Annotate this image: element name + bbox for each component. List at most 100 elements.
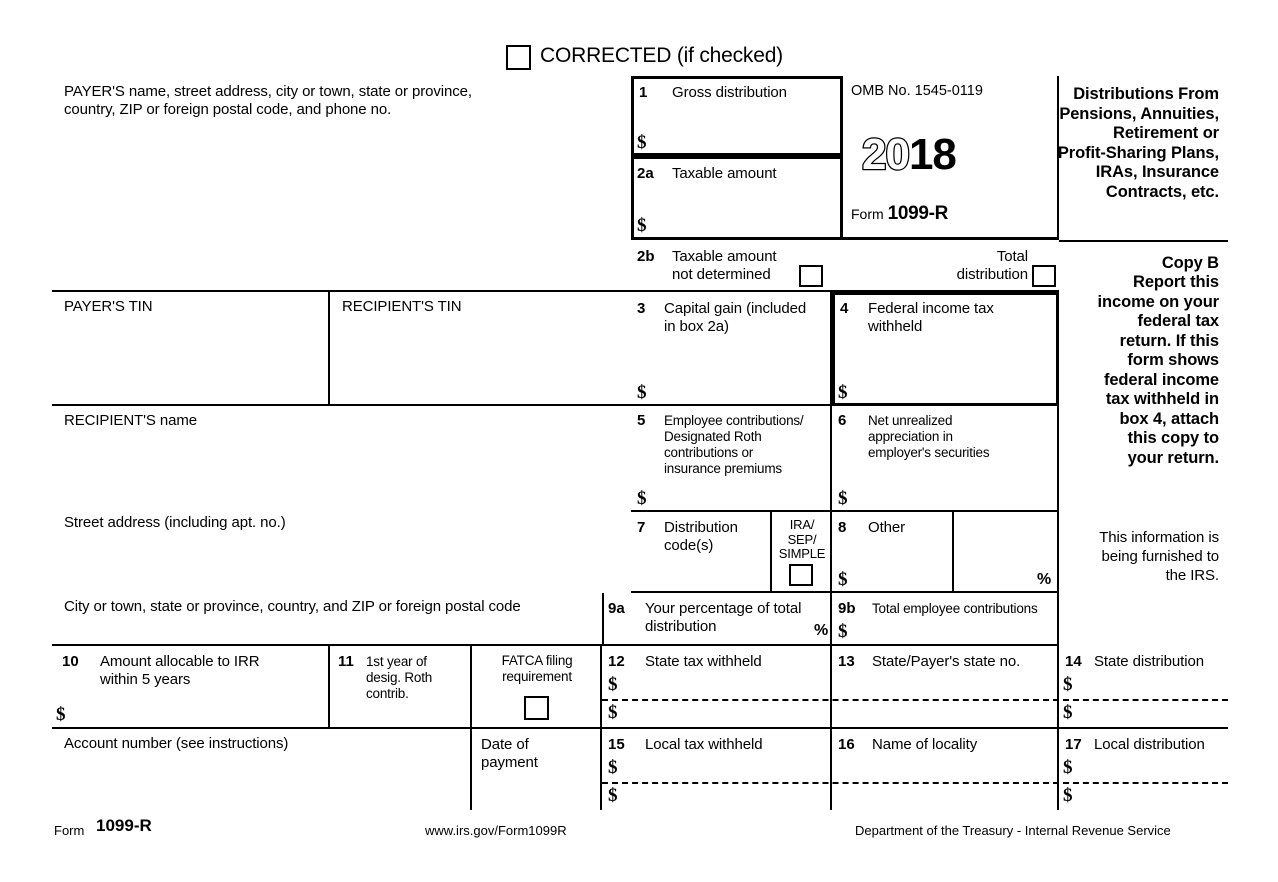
box-17-currency-line1: $ — [1063, 757, 1073, 778]
box-5-employee-contributions[interactable] — [631, 406, 832, 512]
box-7-distribution-codes[interactable] — [631, 512, 772, 593]
total-distribution-checkbox[interactable] — [1032, 265, 1056, 287]
date-of-payment-label: Date of payment — [481, 736, 538, 771]
box-9a-number: 9a — [608, 600, 625, 617]
corrected-label: CORRECTED (if checked) — [540, 44, 783, 67]
box-2a-label: Taxable amount — [672, 165, 777, 182]
payer-tin-box[interactable] — [52, 292, 330, 406]
box-5-label: Employee contributions/ Designated Roth … — [664, 413, 804, 476]
account-number-box[interactable] — [52, 729, 472, 810]
box-5-number: 5 — [637, 412, 646, 429]
box-12-state-tax-withheld[interactable] — [602, 646, 832, 729]
box-8-other[interactable] — [832, 512, 954, 593]
box-10-currency: $ — [56, 704, 66, 725]
box-8-number: 8 — [838, 519, 847, 536]
payer-address-label: PAYER'S name, street address, city or to… — [64, 83, 472, 118]
footer-url[interactable]: www.irs.gov/Form1099R — [425, 823, 567, 838]
box-6-label: Net unrealized appreciation in employer'… — [868, 413, 990, 460]
date-of-payment-box[interactable] — [472, 729, 602, 810]
fatca-checkbox[interactable] — [524, 696, 549, 720]
box-10-number: 10 — [62, 653, 79, 670]
box-13-state-payer-no[interactable] — [832, 646, 1059, 729]
box-4-federal-tax-withheld[interactable] — [832, 292, 1059, 406]
box-12-currency-line1: $ — [608, 674, 618, 695]
box-1-label: Gross distribution — [672, 84, 787, 101]
box-15-currency-line1: $ — [608, 757, 618, 778]
payer-address-box[interactable] — [52, 76, 633, 292]
box-6-net-unrealized-appreciation[interactable] — [832, 406, 1059, 512]
box-9a-label: Your percentage of total distribution — [645, 600, 802, 635]
box-16-label: Name of locality — [872, 736, 978, 753]
corrected-checkbox[interactable] — [506, 45, 531, 70]
recipient-info-box[interactable] — [52, 406, 633, 646]
box-2a-number: 2a — [637, 165, 654, 182]
box-2b-number: 2b — [637, 248, 655, 265]
box-13-label: State/Payer's state no. — [872, 653, 1021, 670]
box-1-number: 1 — [639, 84, 648, 101]
box-4-label: Federal income tax withheld — [868, 300, 994, 335]
box-11-label: 1st year of desig. Roth contrib. — [366, 654, 433, 701]
box-17-label: Local distribution — [1094, 736, 1205, 753]
box-14-state-distribution[interactable] — [1059, 646, 1228, 729]
box-15-dashed-separator — [602, 782, 1059, 784]
box-16-name-of-locality[interactable] — [832, 729, 1059, 810]
box-2a-taxable-amount[interactable] — [631, 156, 843, 240]
box-5-currency: $ — [637, 488, 647, 509]
omb-year-box — [843, 76, 1059, 240]
box-6-currency: $ — [838, 488, 848, 509]
box-17-local-distribution[interactable] — [1059, 729, 1228, 810]
recipient-tin-box[interactable] — [330, 292, 633, 406]
box-14-label: State distribution — [1094, 653, 1204, 670]
box-14-number: 14 — [1065, 653, 1082, 670]
form-title-block: Distributions From Pensions, Annuities, … — [1057, 85, 1219, 201]
account-number-label: Account number (see instructions) — [64, 735, 289, 752]
box-9b-number: 9b — [838, 600, 856, 617]
copy-b-instructions: Report this income on your federal tax r… — [1097, 273, 1220, 467]
payer-tin-label: PAYER'S TIN — [64, 298, 153, 315]
box-11-first-year-roth[interactable] — [330, 646, 472, 729]
box-6-number: 6 — [838, 412, 847, 429]
box-1-gross-distribution[interactable] — [631, 76, 843, 156]
box-17-number: 17 — [1065, 736, 1082, 753]
box-8-percent-subcell[interactable] — [954, 512, 1059, 593]
box-1-currency: $ — [637, 132, 647, 153]
box-7-number: 7 — [637, 519, 646, 536]
box-16-number: 16 — [838, 736, 855, 753]
box-12-dashed-separator — [602, 699, 1059, 701]
box-8-currency: $ — [838, 569, 848, 590]
box-4-currency: $ — [838, 382, 848, 403]
box-15-local-tax-withheld[interactable] — [602, 729, 832, 810]
box-3-label: Capital gain (included in box 2a) — [664, 300, 807, 335]
box-17-dashed-separator — [1063, 782, 1228, 784]
box-9b-currency: $ — [838, 621, 848, 642]
form-number: 1099-R — [887, 203, 949, 224]
recipient-tin-label: RECIPIENT'S TIN — [342, 298, 462, 315]
tax-year-suffix: 18 — [908, 130, 957, 179]
box-12-currency-line2: $ — [608, 702, 618, 723]
ira-sep-simple-checkbox[interactable] — [789, 564, 813, 586]
recipient-street-label: Street address (including apt. no.) — [64, 514, 286, 531]
ira-sep-simple-label: IRA/ SEP/ SIMPLE — [778, 517, 826, 561]
box-2b-label: Taxable amount not determined — [672, 248, 777, 283]
box-9a-percentage[interactable] — [602, 593, 832, 646]
box-3-capital-gain[interactable] — [631, 292, 832, 406]
box-8-percent-symbol: % — [1037, 571, 1052, 588]
box-15-label: Local tax withheld — [645, 736, 763, 753]
box-10-label: Amount allocable to IRR within 5 years — [100, 653, 260, 688]
fatca-filing-label: FATCA filing requirement — [501, 653, 573, 684]
box-10-irr-amount[interactable] — [52, 646, 330, 729]
box-3-currency: $ — [637, 382, 647, 403]
taxable-not-determined-checkbox[interactable] — [799, 265, 823, 287]
form-word: Form — [851, 206, 884, 222]
box-14-dashed-separator — [1063, 699, 1228, 701]
box-9b-total-employee-contributions[interactable] — [832, 593, 1059, 646]
tax-year-prefix: 20 — [861, 130, 911, 179]
omb-number: OMB No. 1545-0119 — [851, 83, 983, 99]
box-14-currency-line2: $ — [1063, 702, 1073, 723]
box-4-number: 4 — [840, 300, 849, 317]
box-2b-row — [631, 240, 1059, 292]
box-12-number: 12 — [608, 653, 625, 670]
box-7-label: Distribution code(s) — [664, 519, 738, 554]
box-13-number: 13 — [838, 653, 855, 670]
